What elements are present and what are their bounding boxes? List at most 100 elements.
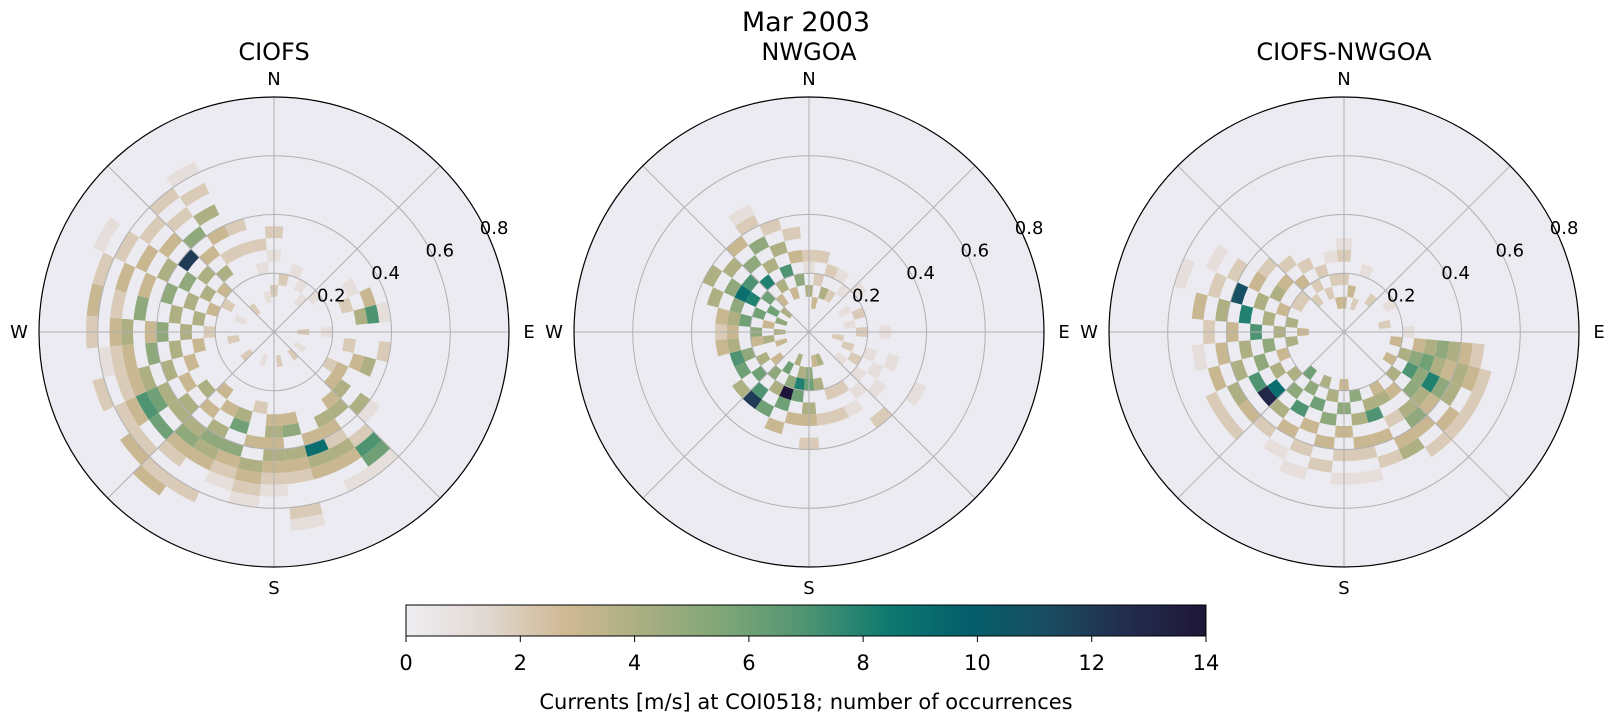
histogram-cell (199, 284, 217, 303)
histogram-cell (813, 377, 825, 391)
histogram-cell (168, 304, 184, 324)
histogram-cell (1351, 411, 1369, 426)
histogram-cell (1468, 343, 1485, 369)
radial-tick-label: 0.8 (1550, 218, 1579, 239)
figure-title: Mar 2003 (742, 7, 870, 38)
histogram-cell (234, 241, 253, 258)
histogram-cell (1371, 427, 1394, 446)
histogram-cell (234, 406, 253, 423)
histogram-cell (318, 418, 342, 439)
histogram-cell (214, 449, 241, 469)
histogram-cell (186, 447, 215, 471)
histogram-cell (1269, 398, 1291, 419)
histogram-cell (764, 417, 785, 435)
histogram-cell (205, 302, 221, 317)
histogram-cell (183, 292, 200, 311)
histogram-cell (1393, 428, 1419, 450)
histogram-cell (816, 411, 834, 426)
histogram-cell (1191, 344, 1208, 372)
histogram-cell (831, 334, 845, 342)
histogram-cell (748, 236, 770, 255)
histogram-cell (354, 431, 383, 458)
histogram-cell (1423, 339, 1438, 357)
histogram-cell (197, 265, 216, 285)
histogram-cell (1207, 365, 1227, 392)
histogram-cell (321, 390, 341, 409)
direction-label-w: W (10, 322, 28, 343)
histogram-cell (220, 246, 240, 265)
histogram-cell (313, 409, 335, 428)
histogram-cell (177, 248, 200, 272)
polar-grid (1109, 97, 1579, 567)
histogram-cell (1310, 278, 1325, 294)
histogram-cell (1382, 298, 1398, 313)
histogram-cell (787, 250, 803, 264)
histogram-cell (310, 459, 339, 480)
histogram-cell (92, 377, 115, 412)
histogram-cell (166, 161, 200, 188)
colorbar-tick-label: 0 (399, 651, 412, 675)
histogram-cell (1267, 379, 1286, 399)
histogram-cell (727, 338, 741, 354)
histogram-cell (734, 361, 752, 380)
histogram-cell (1299, 417, 1320, 435)
histogram-cell (1440, 381, 1462, 407)
histogram-cell (1418, 392, 1441, 416)
histogram-cell (234, 468, 262, 485)
histogram-cell (110, 345, 127, 375)
histogram-cell (114, 230, 140, 263)
histogram-cell (364, 304, 380, 324)
histogram-cell (782, 360, 795, 375)
histogram-cell (883, 353, 900, 372)
polar-panels: 0.2 0.4 0.6 0.8 N E S W CIOFS 0.2 0.4 0.6 0.8 N E S W NWG… (10, 38, 1605, 599)
histogram-cell (780, 307, 793, 319)
histogram-cell (811, 296, 819, 310)
histogram-cell (141, 456, 173, 486)
histogram-cell (1226, 257, 1248, 283)
histogram-cell (769, 241, 788, 258)
histogram-cell (774, 395, 791, 412)
histogram-cell (1450, 362, 1469, 387)
histogram-cell (1404, 406, 1428, 429)
histogram-cell (1435, 406, 1460, 432)
histogram-cell (862, 347, 878, 362)
histogram-cell (745, 291, 761, 308)
histogram-cell (837, 305, 852, 318)
histogram-cell (361, 440, 391, 467)
histogram-cell (120, 433, 150, 465)
histogram-cell (1457, 342, 1473, 366)
histogram-cell (866, 361, 884, 380)
histogram-cell (343, 466, 376, 492)
histogram-cell (285, 456, 311, 473)
histogram-cell (1354, 445, 1378, 461)
histogram-cell (219, 438, 244, 457)
histogram-cell (1230, 282, 1249, 305)
histogram-cell (811, 354, 819, 368)
polar-panel-3: 0.2 0.4 0.6 0.8 N E S W CIOFS-NWGOA (1080, 38, 1605, 599)
histogram-cell (243, 434, 265, 450)
direction-label-e: E (1593, 322, 1604, 343)
histogram-cell (1296, 257, 1315, 275)
histogram-cell (1410, 385, 1431, 407)
histogram-cell (824, 385, 839, 401)
histogram-cell (851, 307, 866, 320)
histogram-cell (1418, 353, 1435, 372)
histogram-cell (740, 347, 756, 362)
histogram-cell (86, 283, 104, 317)
histogram-cell (1378, 319, 1391, 329)
histogram-cell (174, 423, 200, 448)
colorbar-tick-label: 4 (628, 651, 641, 675)
colorbar-tick-label: 8 (856, 651, 869, 675)
histogram-cell (781, 226, 801, 242)
histogram-cell (779, 385, 794, 401)
polar-spine (38, 96, 510, 568)
histogram-cell (1324, 286, 1335, 301)
histogram-cell (249, 303, 261, 316)
histogram-cell (135, 391, 159, 420)
radial-gridline (156, 214, 392, 450)
histogram-cell (206, 225, 230, 246)
histogram-cell (774, 338, 788, 347)
histogram-cell (1411, 415, 1436, 438)
histogram-cell (183, 353, 200, 372)
histogram-cell (342, 338, 356, 354)
